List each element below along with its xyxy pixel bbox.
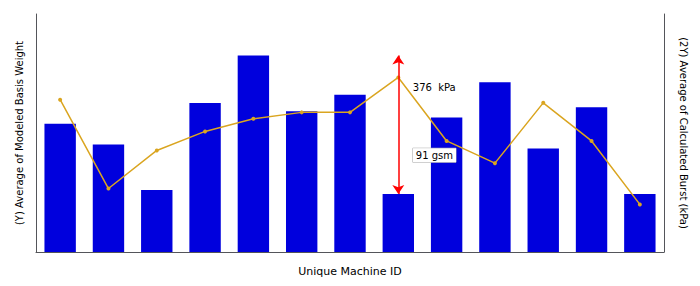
svg-text:(2Y) Average of Calculated Bur: (2Y) Average of Calculated Burst (kPa): [678, 37, 689, 229]
svg-text:376 kPa: 376 kPa: [413, 82, 456, 93]
svg-text:91 gsm: 91 gsm: [416, 150, 453, 161]
svg-text:Unique Machine ID: Unique Machine ID: [298, 265, 402, 278]
svg-text:(Y) Average of Modeled Basis W: (Y) Average of Modeled Basis Weight: [14, 41, 25, 225]
